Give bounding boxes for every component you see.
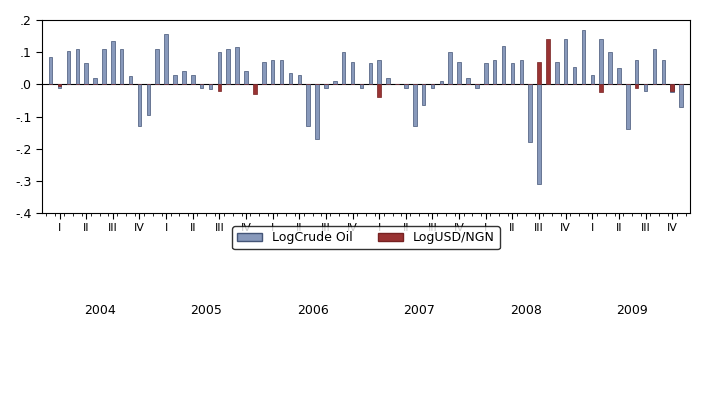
Bar [218,52,221,84]
Text: 2006: 2006 [297,304,329,317]
Bar [644,84,647,91]
Bar [49,57,52,84]
Bar [218,84,221,91]
Bar [537,84,541,184]
Text: 2005: 2005 [190,304,222,317]
Bar [182,71,185,84]
Bar [670,84,674,91]
Bar [342,52,345,84]
Bar [661,60,665,84]
Bar [537,62,541,84]
Bar [75,49,79,84]
Bar [599,39,603,84]
Bar [572,67,577,84]
Bar [280,60,283,84]
Bar [617,68,620,84]
Bar [315,84,319,139]
Bar [528,84,532,142]
Bar [351,62,355,84]
Bar [111,41,115,84]
Text: 2007: 2007 [403,304,435,317]
Bar [608,52,612,84]
Bar [120,49,123,84]
Bar [360,84,363,88]
Bar [377,60,381,84]
Bar [510,63,514,84]
Bar [173,75,177,84]
Bar [635,84,639,88]
Bar [635,60,639,84]
Bar [520,60,523,84]
Bar [191,75,195,84]
Bar [102,49,106,84]
Bar [58,84,61,86]
Bar [466,78,470,84]
Bar [137,84,141,126]
Bar [626,84,630,129]
Bar [377,84,381,97]
Bar [475,84,479,88]
Bar [155,49,159,84]
Bar [440,81,443,84]
Bar [493,60,496,84]
Bar [680,84,683,107]
Bar [599,84,603,93]
Bar [422,84,425,105]
Bar [58,84,61,88]
Bar [484,63,488,84]
Bar [653,49,656,84]
Bar [235,48,239,84]
Bar [555,62,558,84]
Bar [448,52,452,84]
Text: 2009: 2009 [616,304,648,317]
Bar [591,75,594,84]
Bar [333,81,336,84]
Bar [324,84,328,88]
Bar [200,84,204,88]
Bar [369,63,372,84]
Bar [85,63,88,84]
Text: 2004: 2004 [84,304,116,317]
Bar [288,73,292,84]
Bar [271,60,274,84]
Bar [404,84,407,88]
Bar [209,84,212,89]
Bar [431,84,434,88]
Bar [147,84,150,115]
Bar [502,46,505,84]
Legend: LogCrude Oil, LogUSD/NGN: LogCrude Oil, LogUSD/NGN [232,226,500,249]
Bar [164,35,168,84]
Bar [93,78,97,84]
Bar [262,62,266,84]
Bar [244,71,247,84]
Bar [67,50,70,84]
Bar [413,84,417,126]
Text: 2008: 2008 [510,304,541,317]
Bar [386,78,390,84]
Bar [582,30,585,84]
Bar [129,76,133,84]
Bar [546,39,550,84]
Bar [253,84,257,94]
Bar [307,84,310,126]
Bar [226,49,230,84]
Bar [458,62,461,84]
Bar [670,84,674,93]
Bar [298,75,301,84]
Bar [564,39,568,84]
